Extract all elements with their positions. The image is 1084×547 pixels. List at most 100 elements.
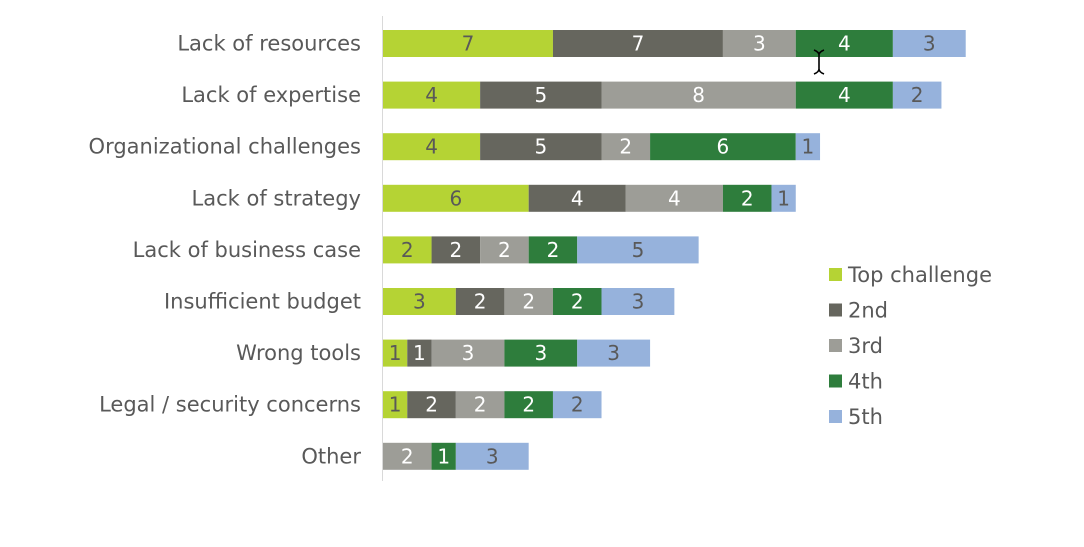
category-label: Legal / security concerns — [99, 393, 361, 417]
data-label: 5 — [534, 135, 547, 159]
category-label: Lack of resources — [177, 32, 361, 56]
bar-segment — [407, 339, 432, 367]
bar-segment — [383, 184, 529, 212]
data-label: 2 — [619, 135, 632, 159]
bar-segment — [480, 81, 602, 109]
bar-segment — [504, 339, 578, 367]
data-label: 6 — [449, 186, 462, 210]
data-label: 3 — [462, 341, 475, 365]
data-label: 2 — [474, 290, 487, 314]
data-label: 2 — [449, 238, 462, 262]
bar-segment — [383, 442, 432, 470]
data-label: 2 — [425, 393, 438, 417]
data-label: 5 — [534, 83, 547, 107]
data-label: 3 — [923, 32, 936, 56]
bar-segment — [383, 288, 456, 315]
bar-segments: 7 7 3 4 34 5 8 4 24 5 2 6 16 4 4 2 12 2 2 2 53 2 2 2 31 1 3 3 31 2 2 2 2… — [383, 30, 966, 470]
bar-segment — [601, 133, 651, 161]
data-label: 2 — [401, 238, 414, 262]
data-label: 3 — [486, 444, 499, 468]
data-label: 2 — [522, 290, 535, 314]
bar-segment — [625, 184, 723, 212]
bar-segment — [795, 30, 893, 57]
data-label: 5 — [632, 238, 645, 262]
bar-segment — [892, 81, 942, 109]
bar-segment — [504, 391, 553, 419]
legend-swatch — [829, 303, 842, 317]
category-labels: Lack of resources Lack of expertise Organi… — [89, 32, 362, 469]
category-label: Insufficient budget — [164, 290, 361, 314]
legend-swatch — [829, 268, 842, 281]
data-label: 2 — [911, 83, 924, 107]
bar-segment — [383, 391, 408, 419]
data-label: 1 — [802, 135, 815, 159]
bar-segment — [480, 133, 602, 161]
bar-segment — [431, 339, 505, 367]
bar-segment — [383, 133, 481, 161]
bar-segment — [383, 30, 553, 57]
data-label: 3 — [753, 32, 766, 56]
bar-segment — [455, 288, 505, 315]
data-label: 1 — [389, 393, 402, 417]
legend-label: 4th — [848, 370, 883, 394]
data-label: 1 — [389, 341, 402, 365]
bar-segment — [455, 391, 505, 419]
legend-swatch — [829, 374, 842, 388]
bar-segment — [552, 288, 602, 315]
bar-segment — [722, 30, 796, 57]
data-label: 6 — [717, 135, 730, 159]
data-label: 3 — [607, 341, 620, 365]
bar-segment — [795, 133, 821, 161]
bar-segment — [383, 339, 408, 367]
category-label: Lack of strategy — [192, 186, 361, 210]
bar-segment — [650, 133, 796, 161]
data-label: 2 — [571, 393, 584, 417]
data-label: 2 — [571, 290, 584, 314]
bar-segment — [892, 30, 966, 57]
category-label: Lack of business case — [133, 238, 361, 262]
data-label: 7 — [462, 32, 475, 56]
legend-label: 2nd — [848, 299, 888, 323]
legend: Top challenge 2nd 3rd 4th 5th — [829, 263, 992, 429]
legend-swatch — [829, 410, 842, 423]
bar-segment — [407, 391, 456, 419]
category-label: Other — [301, 444, 361, 468]
bar-segment — [552, 391, 602, 419]
bar-segment — [504, 288, 553, 315]
bar-segment — [528, 236, 578, 264]
bar-segment — [795, 81, 893, 109]
bar-segment — [722, 184, 772, 212]
data-label: 3 — [632, 290, 645, 314]
text-cursor-icon — [813, 49, 825, 75]
data-label: 2 — [474, 393, 487, 417]
legend-label: 3rd — [848, 334, 883, 358]
bar-segment — [383, 236, 432, 264]
data-label: 4 — [571, 186, 584, 210]
bar-segment — [577, 339, 651, 367]
data-label: 2 — [498, 238, 511, 262]
category-label: Wrong tools — [236, 341, 361, 365]
data-label: 7 — [632, 32, 645, 56]
data-label: 2 — [741, 186, 754, 210]
data-label: 2 — [401, 444, 414, 468]
bar-segment — [577, 236, 699, 264]
data-label: 3 — [534, 341, 547, 365]
data-label: 4 — [425, 83, 438, 107]
data-label: 8 — [692, 83, 705, 107]
data-label: 1 — [437, 444, 450, 468]
legend-swatch — [829, 339, 842, 352]
data-label: 4 — [425, 135, 438, 159]
legend-label: 5th — [848, 405, 883, 429]
bar-segment — [601, 81, 796, 109]
data-label: 3 — [413, 290, 426, 314]
data-label: 1 — [777, 186, 790, 210]
data-label: 1 — [413, 341, 426, 365]
bar-segment — [480, 236, 529, 264]
category-label: Lack of expertise — [181, 83, 361, 107]
data-label: 4 — [838, 83, 851, 107]
data-label: 2 — [522, 393, 535, 417]
bar-segment — [528, 184, 626, 212]
bar-segment — [552, 30, 723, 57]
bar-segment — [431, 442, 456, 470]
